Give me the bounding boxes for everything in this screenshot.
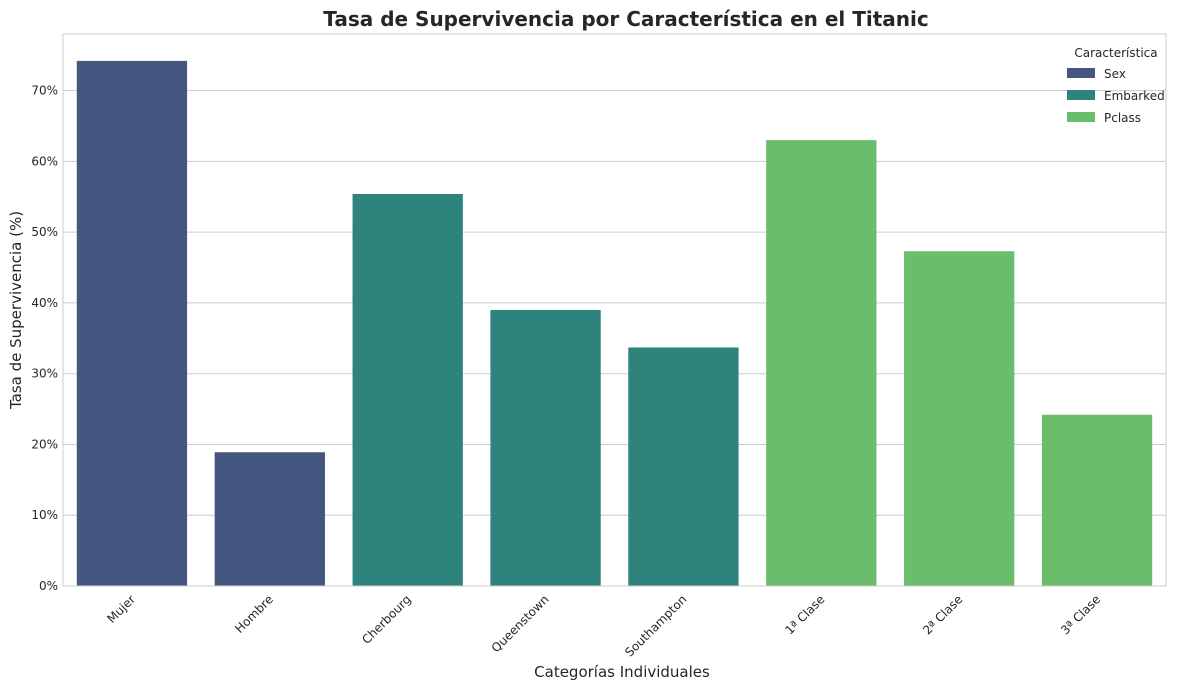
bars bbox=[76, 60, 1153, 586]
bar bbox=[628, 347, 739, 586]
y-tick-label: 40% bbox=[31, 296, 58, 310]
x-tick-label: 2ª Clase bbox=[920, 592, 965, 637]
y-tick-label: 50% bbox=[31, 225, 58, 239]
legend-swatch bbox=[1067, 112, 1095, 122]
x-tick-label: 3ª Clase bbox=[1058, 592, 1103, 637]
bar bbox=[76, 60, 188, 586]
legend-swatch bbox=[1067, 90, 1095, 100]
legend-title: Característica bbox=[1074, 46, 1157, 60]
y-tick-label: 30% bbox=[31, 367, 58, 381]
bar bbox=[766, 140, 877, 586]
x-tick-labels: Mujer Hombre Cherbourg Queenstown Southampto… bbox=[104, 592, 1103, 659]
x-tick-label: Hombre bbox=[232, 592, 276, 636]
y-tick-label: 60% bbox=[31, 154, 58, 168]
x-tick-label: Cherbourg bbox=[359, 592, 414, 647]
y-tick-label: 0% bbox=[39, 579, 58, 593]
y-tick-label: 10% bbox=[31, 508, 58, 522]
x-axis-label: Categorías Individuales bbox=[534, 663, 710, 681]
bar bbox=[352, 193, 463, 586]
x-tick-label: 1ª Clase bbox=[782, 592, 827, 637]
legend-label: Pclass bbox=[1104, 111, 1141, 125]
y-tick-label: 20% bbox=[31, 437, 58, 451]
legend-swatch bbox=[1067, 68, 1095, 78]
legend-label: Embarked bbox=[1104, 89, 1165, 103]
chart-title: Tasa de Supervivencia por Característica… bbox=[323, 7, 928, 31]
y-axis-label: Tasa de Supervivencia (%) bbox=[7, 211, 25, 410]
bar bbox=[904, 251, 1015, 586]
bar bbox=[1041, 414, 1153, 586]
x-tick-label: Mujer bbox=[104, 592, 138, 626]
y-tick-label: 70% bbox=[31, 84, 58, 98]
x-tick-label: Queenstown bbox=[489, 592, 552, 655]
legend-label: Sex bbox=[1104, 67, 1126, 81]
bar bbox=[490, 310, 601, 586]
legend: Característica Sex Embarked Pclass bbox=[1067, 46, 1165, 125]
y-tick-labels: 0% 10% 20% 30% 40% 50% 60% 70% bbox=[31, 84, 58, 593]
plot-frame bbox=[62, 33, 1167, 587]
x-tick-label: Southampton bbox=[622, 592, 689, 659]
bar bbox=[214, 452, 325, 586]
